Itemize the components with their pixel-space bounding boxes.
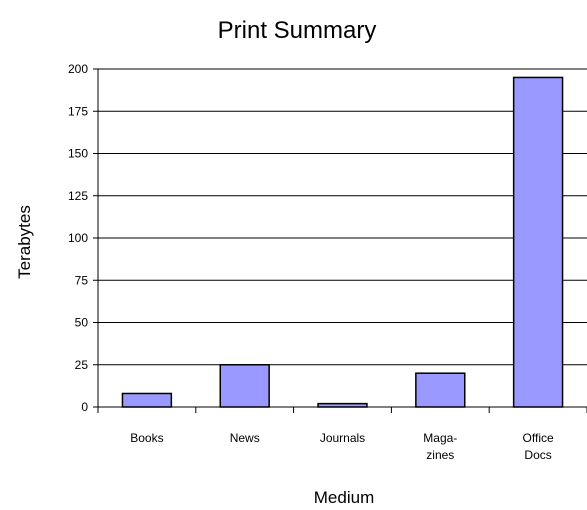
y-tick-label: 50 bbox=[75, 316, 89, 330]
y-tick-label: 200 bbox=[68, 62, 88, 76]
x-tick-label: Books bbox=[130, 431, 163, 445]
x-tick-label: News bbox=[230, 431, 260, 445]
chart-title: Print Summary bbox=[218, 17, 377, 44]
y-tick-label: 150 bbox=[68, 147, 88, 161]
x-tick-label: Office bbox=[523, 431, 554, 445]
y-tick-label: 125 bbox=[68, 189, 88, 203]
x-tick-label: Maga- bbox=[423, 431, 457, 445]
x-axis-label: Medium bbox=[314, 488, 374, 507]
y-axis-ticks: 0 25 50 75 100 125 150 175 200 bbox=[68, 62, 98, 414]
bar bbox=[317, 402, 368, 408]
x-axis-ticks: Books News Journals Maga-zines Office Docs bbox=[97, 407, 587, 462]
x-tick-label: Docs bbox=[524, 448, 551, 462]
y-tick-label: 25 bbox=[75, 358, 89, 372]
y-axis-label: Terabytes bbox=[15, 205, 34, 279]
x-tick-label: Journals bbox=[320, 431, 365, 445]
bar bbox=[219, 364, 270, 408]
gridlines bbox=[98, 68, 587, 366]
y-tick-label: 100 bbox=[68, 231, 88, 245]
y-tick-label: 75 bbox=[75, 273, 89, 287]
bar bbox=[415, 372, 466, 408]
x-tick-label: zines bbox=[426, 448, 454, 462]
y-tick-label: 0 bbox=[81, 400, 88, 414]
bar bbox=[121, 392, 173, 408]
bars bbox=[121, 76, 564, 408]
bar bbox=[512, 76, 564, 408]
y-tick-label: 175 bbox=[68, 104, 88, 118]
